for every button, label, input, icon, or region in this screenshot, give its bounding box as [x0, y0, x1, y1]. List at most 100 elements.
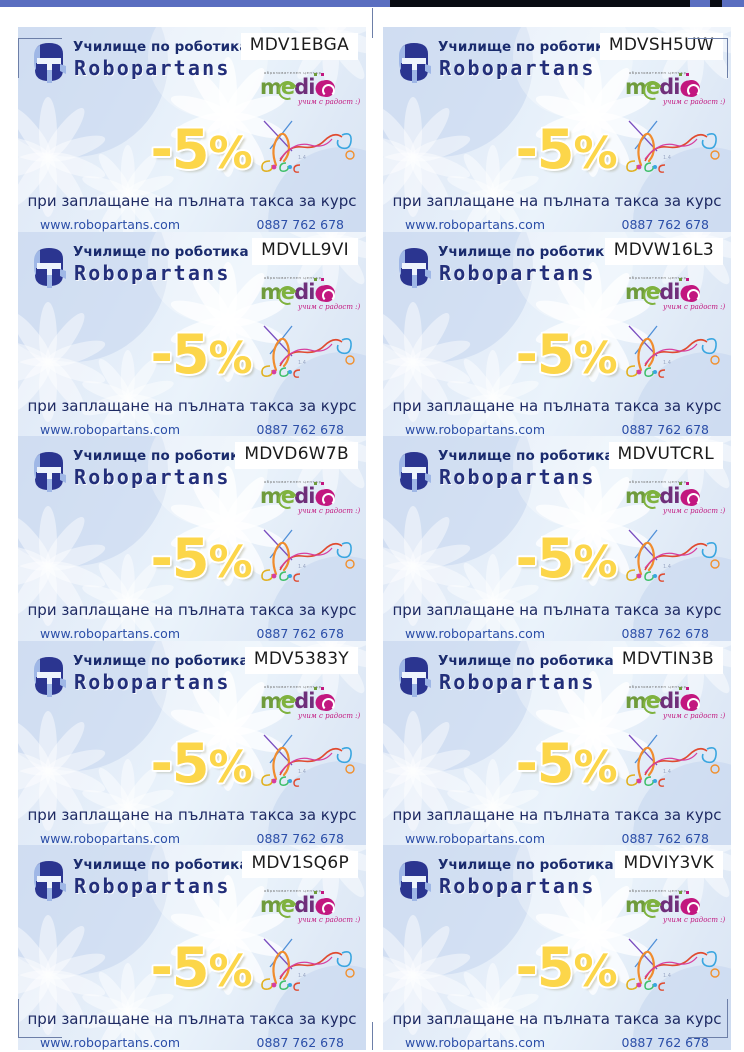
- website-link[interactable]: www.robopartans.com: [405, 831, 545, 846]
- media-tagline: учим с радост :): [298, 712, 361, 720]
- discount-amount: -5%: [383, 737, 731, 795]
- media-subtitle: образователен център: [629, 685, 687, 689]
- website-link[interactable]: www.robopartans.com: [40, 626, 180, 641]
- voucher-code[interactable]: MDVW16L3: [604, 238, 723, 265]
- website-link[interactable]: www.robopartans.com: [40, 217, 180, 232]
- brand-wordmark: Robopartans: [74, 261, 231, 285]
- media-dot-icon: [683, 898, 700, 915]
- discount-number: -5: [150, 118, 209, 181]
- phone-number[interactable]: 0887 762 678: [256, 217, 344, 232]
- voucher-card[interactable]: Училище по роботика Robopartans MDV1EBGA…: [18, 27, 366, 232]
- spartan-helmet-icon: [30, 858, 70, 902]
- media-tagline: учим с радост :): [298, 98, 361, 106]
- media-dot-icon: [318, 489, 335, 506]
- voucher-code[interactable]: MDVD6W7B: [235, 442, 358, 469]
- voucher-code[interactable]: MDVLL9VI: [252, 238, 358, 265]
- website-link[interactable]: www.robopartans.com: [405, 626, 545, 641]
- spartan-helmet-icon: [30, 449, 70, 493]
- voucher-tagline: при заплащане на пълната такса за курс: [392, 806, 722, 824]
- voucher-card[interactable]: Училище по роботика Robopartans MDVIY3VK…: [383, 845, 731, 1050]
- website-link[interactable]: www.robopartans.com: [405, 422, 545, 437]
- voucher-code[interactable]: MDV1SQ6P: [242, 851, 358, 878]
- voucher-code[interactable]: MDVIY3VK: [614, 851, 723, 878]
- discount-number: -5: [515, 527, 574, 590]
- website-link[interactable]: www.robopartans.com: [40, 422, 180, 437]
- voucher-card[interactable]: Училище по роботика Robopartans MDVW16L3…: [383, 232, 731, 437]
- rainbow-script-logo: 1.4: [623, 729, 725, 787]
- media-subtitle: образователен център: [264, 480, 322, 484]
- media-partner-logo: образователен център medi● учим с радост…: [258, 276, 360, 316]
- media-wordmark: medi●: [260, 484, 333, 508]
- discount-amount: -5%: [18, 737, 366, 795]
- voucher-code[interactable]: MDV1EBGA: [240, 33, 358, 60]
- phone-number[interactable]: 0887 762 678: [256, 831, 344, 846]
- media-partner-logo: образователен център medi● учим с радост…: [623, 276, 725, 316]
- svg-text:1.4: 1.4: [298, 360, 306, 366]
- phone-number[interactable]: 0887 762 678: [621, 1035, 709, 1050]
- phone-number[interactable]: 0887 762 678: [256, 626, 344, 641]
- crop-mark-bottom-right-v: [727, 999, 728, 1037]
- media-partner-logo: образователен център medi● учим с радост…: [623, 685, 725, 725]
- voucher-card[interactable]: Училище по роботика Robopartans MDVTIN3B…: [383, 641, 731, 846]
- voucher-card[interactable]: Училище по роботика Robopartans MDVSH5UW…: [383, 27, 731, 232]
- voucher-row: Училище по роботика Robopartans MDVD6W7B…: [0, 436, 744, 641]
- phone-number[interactable]: 0887 762 678: [621, 626, 709, 641]
- website-link[interactable]: www.robopartans.com: [405, 1035, 545, 1050]
- website-link[interactable]: www.robopartans.com: [40, 831, 180, 846]
- discount-percent: %: [573, 333, 617, 384]
- spartan-helmet-icon: [30, 245, 70, 289]
- discount-number: -5: [515, 323, 574, 386]
- discount-amount: -5%: [18, 123, 366, 181]
- website-link[interactable]: www.robopartans.com: [405, 217, 545, 232]
- media-subtitle: образователен център: [629, 71, 687, 75]
- spartan-helmet-icon: [395, 245, 435, 289]
- voucher-card[interactable]: Училище по роботика Robopartans MDVD6W7B…: [18, 436, 366, 641]
- media-tagline: учим с радост :): [298, 303, 361, 311]
- voucher-row: Училище по роботика Robopartans MDV1EBGA…: [0, 27, 744, 232]
- discount-amount: -5%: [18, 532, 366, 590]
- svg-text:1.4: 1.4: [298, 769, 306, 775]
- website-link[interactable]: www.robopartans.com: [40, 1035, 180, 1050]
- school-label: Училище по роботика: [438, 244, 614, 260]
- phone-number[interactable]: 0887 762 678: [256, 1035, 344, 1050]
- voucher-tagline: при заплащане на пълната такса за курс: [27, 1010, 357, 1028]
- voucher-card[interactable]: Училище по роботика Robopartans MDVUTCRL…: [383, 436, 731, 641]
- voucher-row: Училище по роботика Robopartans MDVLL9VI…: [0, 232, 744, 437]
- phone-number[interactable]: 0887 762 678: [256, 422, 344, 437]
- school-label: Училище по роботика: [438, 857, 614, 873]
- discount-amount: -5%: [18, 941, 366, 999]
- voucher-code[interactable]: MDVSH5UW: [599, 33, 723, 60]
- discount-number: -5: [150, 323, 209, 386]
- voucher-tagline: при заплащане на пълната такса за курс: [392, 397, 722, 415]
- rainbow-script-logo: 1.4: [258, 320, 360, 378]
- voucher-code[interactable]: MDVTIN3B: [612, 647, 723, 674]
- discount-percent: %: [573, 128, 617, 179]
- voucher-footer: www.robopartans.com 0887 762 678: [18, 626, 366, 641]
- discount-amount: -5%: [383, 532, 731, 590]
- media-subtitle: образователен център: [629, 889, 687, 893]
- spartan-helmet-icon: [30, 654, 70, 698]
- voucher-code[interactable]: MDVUTCRL: [608, 442, 723, 469]
- phone-number[interactable]: 0887 762 678: [621, 831, 709, 846]
- voucher-row: Училище по роботика Robopartans MDV5383Y…: [0, 641, 744, 846]
- discount-percent: %: [208, 537, 252, 588]
- brand-wordmark: Robopartans: [74, 670, 231, 694]
- media-partner-logo: образователен център medi● учим с радост…: [258, 480, 360, 520]
- discount-percent: %: [208, 333, 252, 384]
- voucher-code[interactable]: MDV5383Y: [244, 647, 358, 674]
- crop-mark-top-left-v: [18, 38, 19, 78]
- voucher-card[interactable]: Училище по роботика Robopartans MDVLL9VI…: [18, 232, 366, 437]
- phone-number[interactable]: 0887 762 678: [621, 422, 709, 437]
- discount-number: -5: [150, 527, 209, 590]
- discount-percent: %: [573, 742, 617, 793]
- media-tagline: учим с радост :): [663, 98, 726, 106]
- voucher-card[interactable]: Училище по роботика Robopartans MDV5383Y…: [18, 641, 366, 846]
- media-tagline: учим с радост :): [298, 507, 361, 515]
- svg-text:1.4: 1.4: [663, 564, 671, 570]
- voucher-card[interactable]: Училище по роботика Robopartans MDV1SQ6P…: [18, 845, 366, 1050]
- discount-amount: -5%: [383, 328, 731, 386]
- media-tagline: учим с радост :): [663, 507, 726, 515]
- media-subtitle: образователен център: [629, 480, 687, 484]
- media-dot-icon: [683, 285, 700, 302]
- phone-number[interactable]: 0887 762 678: [621, 217, 709, 232]
